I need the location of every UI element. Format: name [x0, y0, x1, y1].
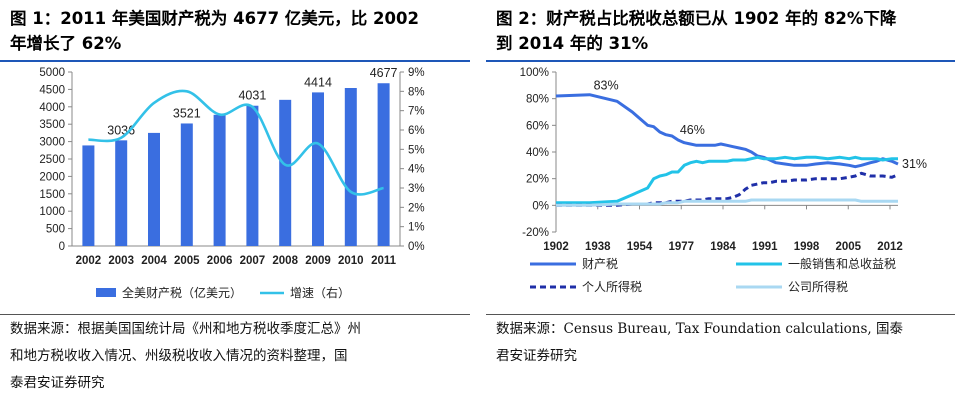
figure-1-title: 图 1：2011 年美国财产税为 4677 亿美元，比 2002 年增长了 62…: [10, 6, 419, 56]
left-tick-label: 1000: [39, 206, 65, 218]
bar-2004: [148, 132, 160, 246]
figure-1-source-line-1: 数据来源：根据美国国统计局《州和地方税收季度汇总》州: [10, 321, 361, 337]
left-tick-label: 1500: [39, 189, 65, 201]
x-tick-label: 1984: [710, 241, 736, 253]
bar-2003: [115, 140, 128, 246]
left-tick-label: 500: [46, 224, 65, 236]
x-tick-label: 2006: [207, 255, 233, 267]
right-tick-label: 5%: [408, 144, 425, 156]
figure-1-bottom-rule: [0, 314, 470, 315]
annotation-46: 46%: [680, 123, 705, 137]
data-label-2009: 4414: [304, 75, 332, 89]
x-tick-label: 1938: [585, 241, 611, 253]
bar-2006: [213, 114, 226, 246]
figure-2-source: 数据来源：Census Bureau, Tax Foundation calcu…: [496, 316, 903, 370]
y-tick-label: 40%: [526, 147, 549, 159]
y-tick-label: -20%: [522, 227, 549, 239]
x-tick-label: 2005: [174, 255, 200, 267]
legend-bar-label: 全美财产税（亿美元）: [122, 285, 242, 300]
left-tick-label: 2500: [39, 154, 65, 166]
bar-2007: [246, 105, 259, 247]
left-tick-label: 0: [59, 241, 65, 253]
figure-1-panel: 图 1：2011 年美国财产税为 4677 亿美元，比 2002 年增长了 62…: [0, 0, 470, 404]
right-tick-label: 4%: [408, 164, 425, 176]
x-tick-label: 2003: [108, 255, 134, 267]
x-tick-label: 1977: [668, 241, 694, 253]
y-tick-label: 20%: [526, 174, 549, 186]
x-tick-label: 1998: [794, 241, 820, 253]
legend-label-corporate-income-tax-line: 公司所得税: [788, 279, 848, 294]
right-tick-label: 0%: [408, 241, 425, 253]
figure-2-bottom-rule: [486, 314, 955, 315]
bar-2002: [82, 145, 95, 246]
bar-2010: [344, 88, 357, 246]
figure-2-title: 图 2：财产税占比税收总额已从 1902 年的 82%下降 到 2014 年的 …: [496, 6, 896, 56]
x-tick-label: 2007: [240, 255, 266, 267]
x-tick-label: 2002: [76, 255, 102, 267]
bar-2008: [279, 99, 292, 246]
figure-1-title-line-1: 图 1：2011 年美国财产税为 4677 亿美元，比 2002: [10, 9, 419, 28]
x-tick-label: 1991: [752, 241, 778, 253]
right-tick-label: 9%: [408, 67, 425, 79]
data-label-2007: 4031: [238, 89, 266, 103]
figure-2-source-line-1: 数据来源：Census Bureau, Tax Foundation calcu…: [496, 321, 903, 337]
right-tick-label: 3%: [408, 183, 425, 195]
x-tick-label: 1902: [543, 241, 569, 253]
x-tick-label: 2012: [877, 241, 903, 253]
figure-1-source: 数据来源：根据美国国统计局《州和地方税收季度汇总》州 和地方税收收入情况、州级税…: [10, 316, 361, 397]
figure-2-title-line-1: 图 2：财产税占比税收总额已从 1902 年的 82%下降: [496, 9, 897, 28]
x-tick-label: 2011: [371, 255, 397, 267]
bar-2009: [312, 92, 324, 247]
right-tick-label: 1%: [408, 222, 425, 234]
x-tick-label: 2009: [305, 255, 331, 267]
x-tick-label: 2005: [835, 241, 861, 253]
figure-2-title-line-2: 到 2014 年的 31%: [496, 34, 649, 53]
x-tick-label: 2008: [272, 255, 298, 267]
left-tick-label: 3500: [39, 119, 65, 131]
x-tick-label: 1954: [627, 241, 653, 253]
bar-2005: [180, 123, 193, 246]
left-tick-label: 2000: [39, 171, 65, 183]
figure-2-panel: 图 2：财产税占比税收总额已从 1902 年的 82%下降 到 2014 年的 …: [486, 0, 955, 404]
legend-label-sales-tax-line: 一般销售和总收益税: [788, 256, 896, 271]
left-tick-label: 4000: [39, 102, 65, 114]
x-tick-label: 2004: [141, 255, 167, 267]
right-tick-label: 8%: [408, 86, 425, 98]
data-label-2005: 3521: [173, 106, 201, 120]
x-tick-label: 2010: [338, 255, 364, 267]
figure-2-source-line-2: 君安证券研究: [496, 348, 577, 364]
y-tick-label: 0%: [532, 200, 549, 212]
figure-1-chart: 0 500 1000 1500 2000 2500 3000 3500 4000 4500 5000…: [39, 66, 425, 300]
figure-1-source-line-2: 和地方税收收入情况、州级税收收入情况的资料整理，国: [10, 348, 348, 364]
bar-2011: [377, 83, 390, 246]
legend-line-label: 增速（右）: [290, 285, 350, 300]
left-tick-label: 4500: [39, 84, 65, 96]
legend-label-property-tax-line: 财产税: [582, 257, 618, 271]
figure-2-top-rule: [486, 60, 955, 62]
left-tick-label: 3000: [39, 137, 65, 149]
data-label-2003: 3036: [107, 123, 135, 137]
figure-1-top-rule: [0, 60, 470, 62]
right-tick-label: 2%: [408, 202, 425, 214]
figure-1-source-line-3: 泰君安证券研究: [10, 375, 105, 391]
figure-1-title-line-2: 年增长了 62%: [10, 34, 122, 53]
right-tick-label: 7%: [408, 106, 425, 118]
annotation-31: 31%: [902, 157, 927, 171]
left-tick-label: 5000: [39, 67, 65, 79]
y-tick-label: 80%: [526, 94, 549, 106]
legend-label-personal-income-tax-line: 个人所得税: [582, 279, 642, 294]
right-tick-label: 6%: [408, 125, 425, 137]
legend-bar-swatch: [96, 288, 116, 297]
y-tick-label: 60%: [526, 120, 549, 132]
annotation-83: 83%: [594, 79, 619, 93]
figure-2-chart: -20% 0% 20% 40% 60% 80% 100% 1902 1938 1954 1977 19…: [520, 67, 927, 294]
data-label-2011: 4677: [370, 66, 398, 80]
sales-tax-line: [556, 155, 898, 205]
growth-line: [88, 89, 384, 196]
y-tick-label: 100%: [520, 67, 549, 79]
property-tax-line: [555, 93, 899, 169]
personal-income-tax-line: [556, 171, 899, 207]
corporate-income-tax-line: [556, 198, 898, 207]
